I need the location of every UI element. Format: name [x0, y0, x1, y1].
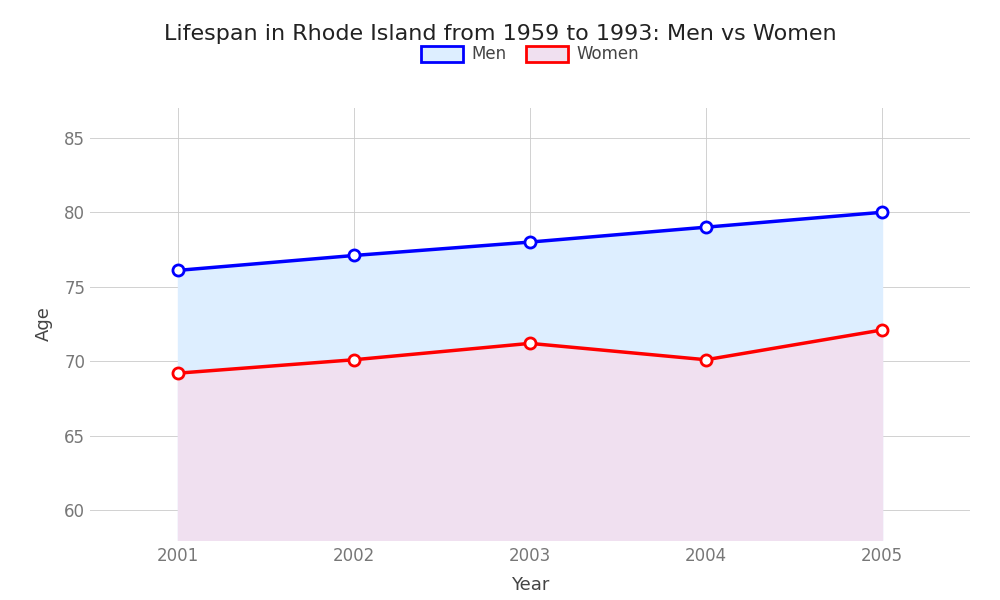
X-axis label: Year: Year: [511, 576, 549, 594]
Y-axis label: Age: Age: [35, 307, 53, 341]
Legend: Men, Women: Men, Women: [414, 38, 646, 70]
Text: Lifespan in Rhode Island from 1959 to 1993: Men vs Women: Lifespan in Rhode Island from 1959 to 19…: [164, 24, 836, 44]
